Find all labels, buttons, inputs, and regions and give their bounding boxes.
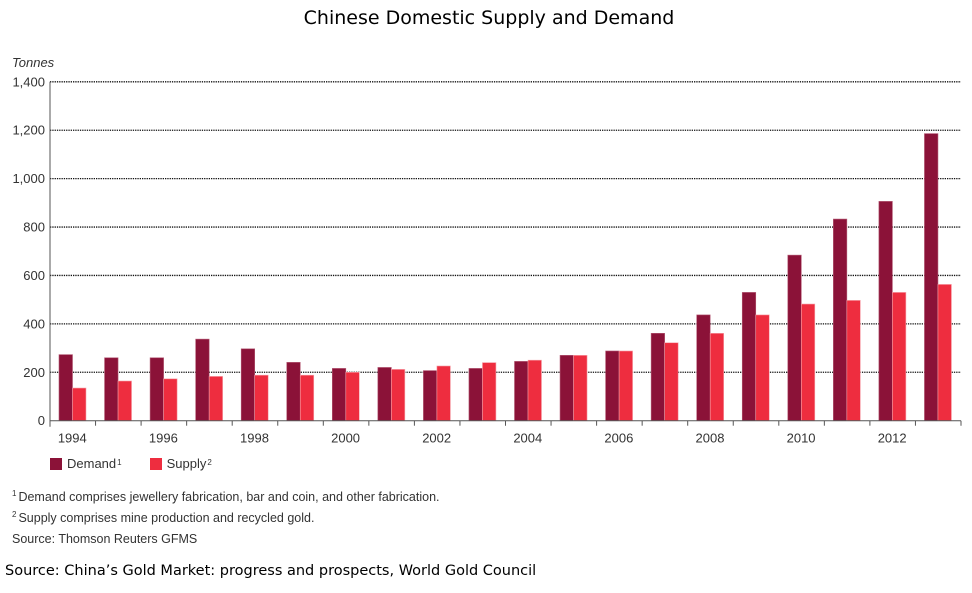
legend-label-demand: Demand xyxy=(67,456,117,471)
bar-demand-2000 xyxy=(331,368,347,421)
x-tick-label: 1994 xyxy=(58,431,87,446)
bar-supply-2011 xyxy=(846,300,861,422)
bar-supply-2008 xyxy=(709,333,725,422)
bar-demand-2005 xyxy=(559,355,574,422)
bar-supply-2003 xyxy=(482,362,497,421)
bars xyxy=(58,133,952,422)
legend-footnote-mark: 1 xyxy=(117,458,122,467)
image-source-caption: Source: China’s Gold Market: progress an… xyxy=(5,563,537,579)
y-axis-label: Tonnes xyxy=(12,55,55,70)
bar-supply-1994 xyxy=(72,387,87,421)
bar-demand-2007 xyxy=(650,333,665,422)
y-tick-label: 0 xyxy=(38,413,45,428)
x-tick-label: 1996 xyxy=(149,431,178,446)
bar-supply-2007 xyxy=(664,342,679,421)
legend: Demand 1 Supply 2 xyxy=(50,456,212,471)
y-tick-label: 400 xyxy=(23,316,45,331)
gridlines xyxy=(50,81,961,373)
bar-demand-2003 xyxy=(468,368,483,421)
bar-demand-1994 xyxy=(58,354,73,422)
x-tick-label: 2010 xyxy=(787,431,816,446)
x-tick-label: 2000 xyxy=(331,431,360,446)
bar-demand-2011 xyxy=(833,218,848,421)
bar-demand-1998 xyxy=(240,348,255,421)
bar-demand-2004 xyxy=(514,361,529,421)
bar-supply-1997 xyxy=(208,376,223,422)
footnote-text: Supply comprises mine production and rec… xyxy=(18,511,315,526)
bar-demand-2013 xyxy=(924,133,939,421)
legend-item-demand: Demand 1 xyxy=(50,456,122,471)
bar-demand-1995 xyxy=(104,357,119,421)
y-axis-ticks: 0 200 400 600 800 1,000 1,200 1,400 xyxy=(12,74,45,428)
bar-supply-2004 xyxy=(527,359,542,421)
bar-supply-2013 xyxy=(937,284,952,421)
footnote-1: 1 Demand comprises jewellery fabrication,… xyxy=(12,485,440,506)
x-tick-label: 2006 xyxy=(604,431,633,446)
bar-supply-2000 xyxy=(345,371,360,421)
bar-demand-2001 xyxy=(377,367,392,421)
x-tick-label: 1998 xyxy=(240,431,269,446)
x-tick-label: 2008 xyxy=(696,431,725,446)
bar-supply-1996 xyxy=(163,378,178,422)
bar-demand-2009 xyxy=(741,292,757,421)
footnote-text: Demand comprises jewellery fabrication, … xyxy=(18,490,440,505)
bar-supply-2012 xyxy=(892,292,907,421)
legend-label-supply: Supply xyxy=(166,456,207,471)
bar-demand-2010 xyxy=(787,254,802,421)
bar-demand-1999 xyxy=(286,362,301,421)
bar-supply-1995 xyxy=(117,380,132,421)
bar-demand-2002 xyxy=(423,370,438,422)
y-tick-label: 1,400 xyxy=(12,74,45,89)
legend-swatch-demand xyxy=(50,457,62,470)
x-tick-label: 2012 xyxy=(878,431,907,446)
footnote-mark: 2 xyxy=(12,510,17,520)
bar-demand-2012 xyxy=(878,201,893,421)
bar-supply-2006 xyxy=(618,350,633,421)
legend-swatch-supply xyxy=(149,457,162,470)
footnote-2: 2 Supply comprises mine production and re… xyxy=(12,506,440,527)
bar-supply-2005 xyxy=(573,355,588,422)
footnotes: 1 Demand comprises jewellery fabrication,… xyxy=(12,485,440,548)
bar-demand-1996 xyxy=(149,357,164,421)
bar-supply-1999 xyxy=(299,374,315,422)
y-tick-label: 1,000 xyxy=(12,171,45,186)
y-tick-label: 1,200 xyxy=(12,123,45,138)
axes xyxy=(49,81,961,427)
x-axis-ticks: 1994 1996 1998 2000 2002 2004 2006 2008 2010 2012 xyxy=(58,420,962,446)
bar-demand-2006 xyxy=(605,350,620,421)
x-tick-label: 2004 xyxy=(513,431,542,446)
bar-demand-2008 xyxy=(696,314,711,422)
bar-supply-1998 xyxy=(254,374,269,422)
x-tick-label: 2002 xyxy=(422,431,451,446)
bar-supply-2002 xyxy=(436,365,451,421)
bar-supply-2010 xyxy=(800,303,816,422)
chart-source: Source: Thomson Reuters GFMS xyxy=(12,532,198,547)
legend-footnote-mark: 2 xyxy=(207,458,212,467)
bar-supply-2001 xyxy=(391,369,406,422)
legend-item-supply: Supply 2 xyxy=(149,456,212,471)
y-tick-label: 200 xyxy=(23,365,45,380)
bar-demand-1997 xyxy=(195,338,210,421)
footnote-mark: 1 xyxy=(12,489,17,498)
y-tick-label: 800 xyxy=(23,220,45,235)
bar-supply-2009 xyxy=(755,314,770,422)
y-tick-label: 600 xyxy=(23,268,45,283)
chart-title: Chinese Domestic Supply and Demand xyxy=(303,7,675,29)
